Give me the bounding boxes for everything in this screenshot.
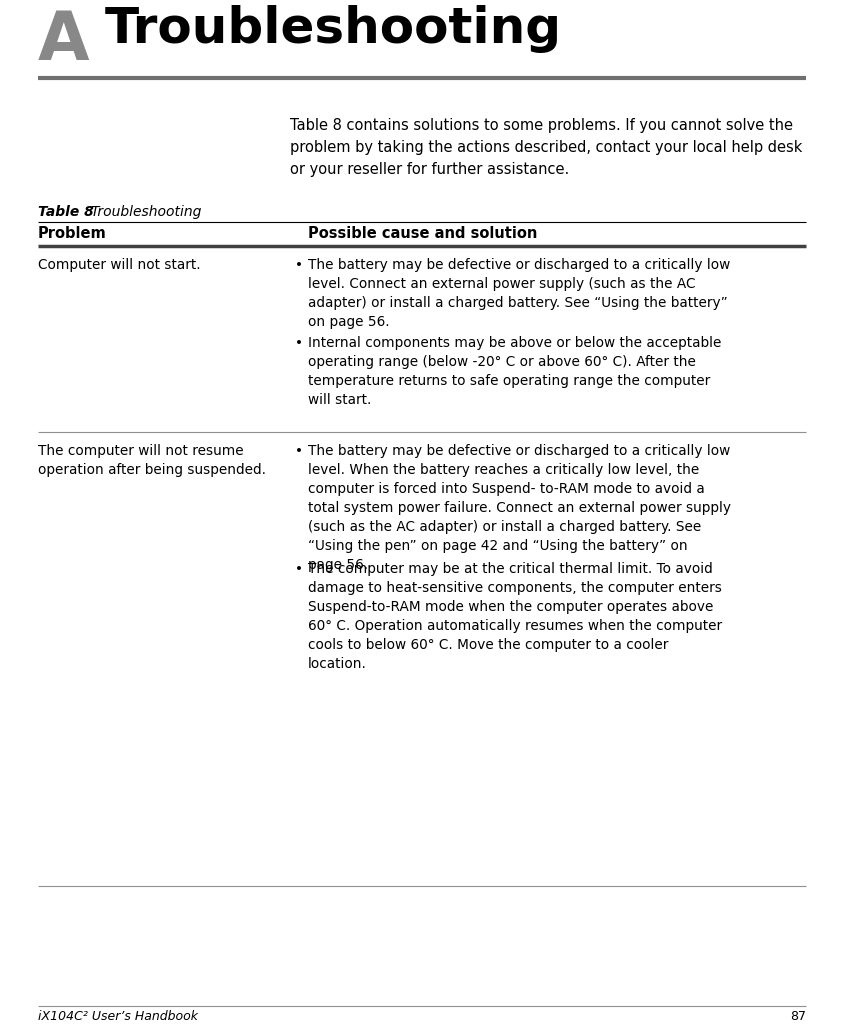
Text: •: •: [295, 336, 303, 350]
Text: Problem: Problem: [38, 226, 106, 241]
Text: iX104C² User’s Handbook: iX104C² User’s Handbook: [38, 1010, 198, 1023]
Text: Troubleshooting: Troubleshooting: [105, 5, 562, 53]
Text: A: A: [38, 8, 89, 74]
Text: The computer will not resume
operation after being suspended.: The computer will not resume operation a…: [38, 444, 266, 477]
Text: The battery may be defective or discharged to a critically low
level. When the b: The battery may be defective or discharg…: [308, 444, 731, 571]
Text: Table 8 contains solutions to some problems. If you cannot solve the: Table 8 contains solutions to some probl…: [290, 118, 793, 133]
Text: •: •: [295, 444, 303, 458]
Text: Internal components may be above or below the acceptable
operating range (below : Internal components may be above or belo…: [308, 336, 722, 407]
Text: Troubleshooting: Troubleshooting: [90, 205, 202, 219]
Text: problem by taking the actions described, contact your local help desk: problem by taking the actions described,…: [290, 140, 803, 155]
Text: Table 8: Table 8: [38, 205, 94, 219]
Text: Computer will not start.: Computer will not start.: [38, 258, 201, 272]
Text: 87: 87: [790, 1010, 806, 1023]
Text: or your reseller for further assistance.: or your reseller for further assistance.: [290, 162, 569, 177]
Text: The battery may be defective or discharged to a critically low
level. Connect an: The battery may be defective or discharg…: [308, 258, 730, 329]
Text: •: •: [295, 562, 303, 576]
Text: •: •: [295, 258, 303, 272]
Text: The computer may be at the critical thermal limit. To avoid
damage to heat-sensi: The computer may be at the critical ther…: [308, 562, 722, 671]
Text: Possible cause and solution: Possible cause and solution: [308, 226, 538, 241]
